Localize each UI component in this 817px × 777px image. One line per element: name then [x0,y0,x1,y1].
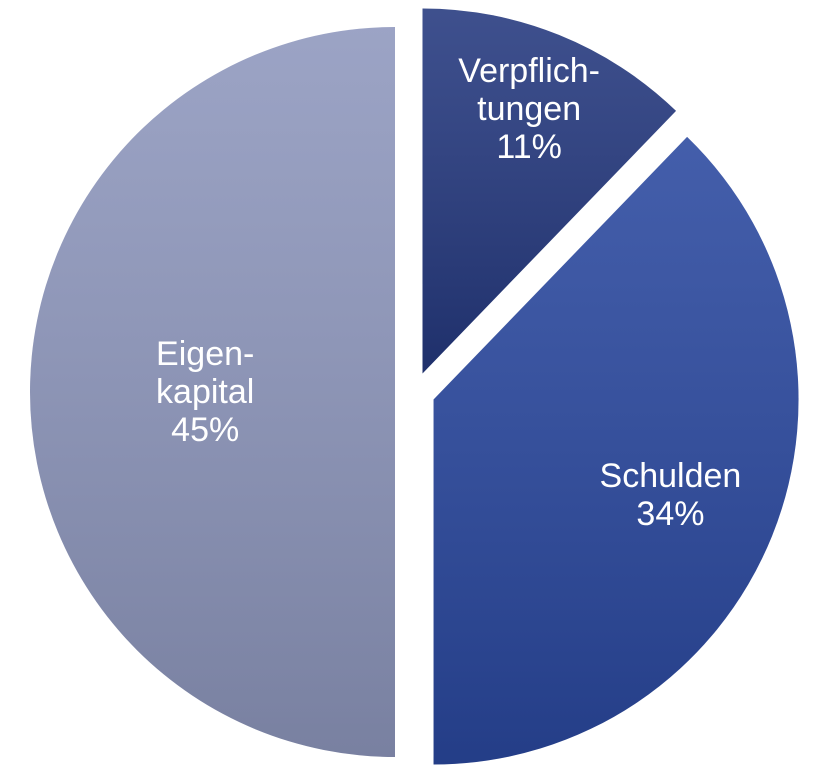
category-label: Verpflich- tungen [458,52,601,129]
slice-label: Schulden 34% [600,457,742,533]
slice-label: Eigen- kapital 45% [156,335,254,449]
value-label: 34% [636,495,705,534]
slice-label: Verpflich- tungen 11% [458,52,600,166]
category-label: Eigen- kapital [156,335,255,411]
category-label: Schulden [599,457,742,496]
value-label: 45% [171,411,240,449]
value-label: 11% [496,128,562,167]
slice-shade [433,136,799,765]
slice-shade [422,8,677,374]
slice-shade [30,27,395,757]
